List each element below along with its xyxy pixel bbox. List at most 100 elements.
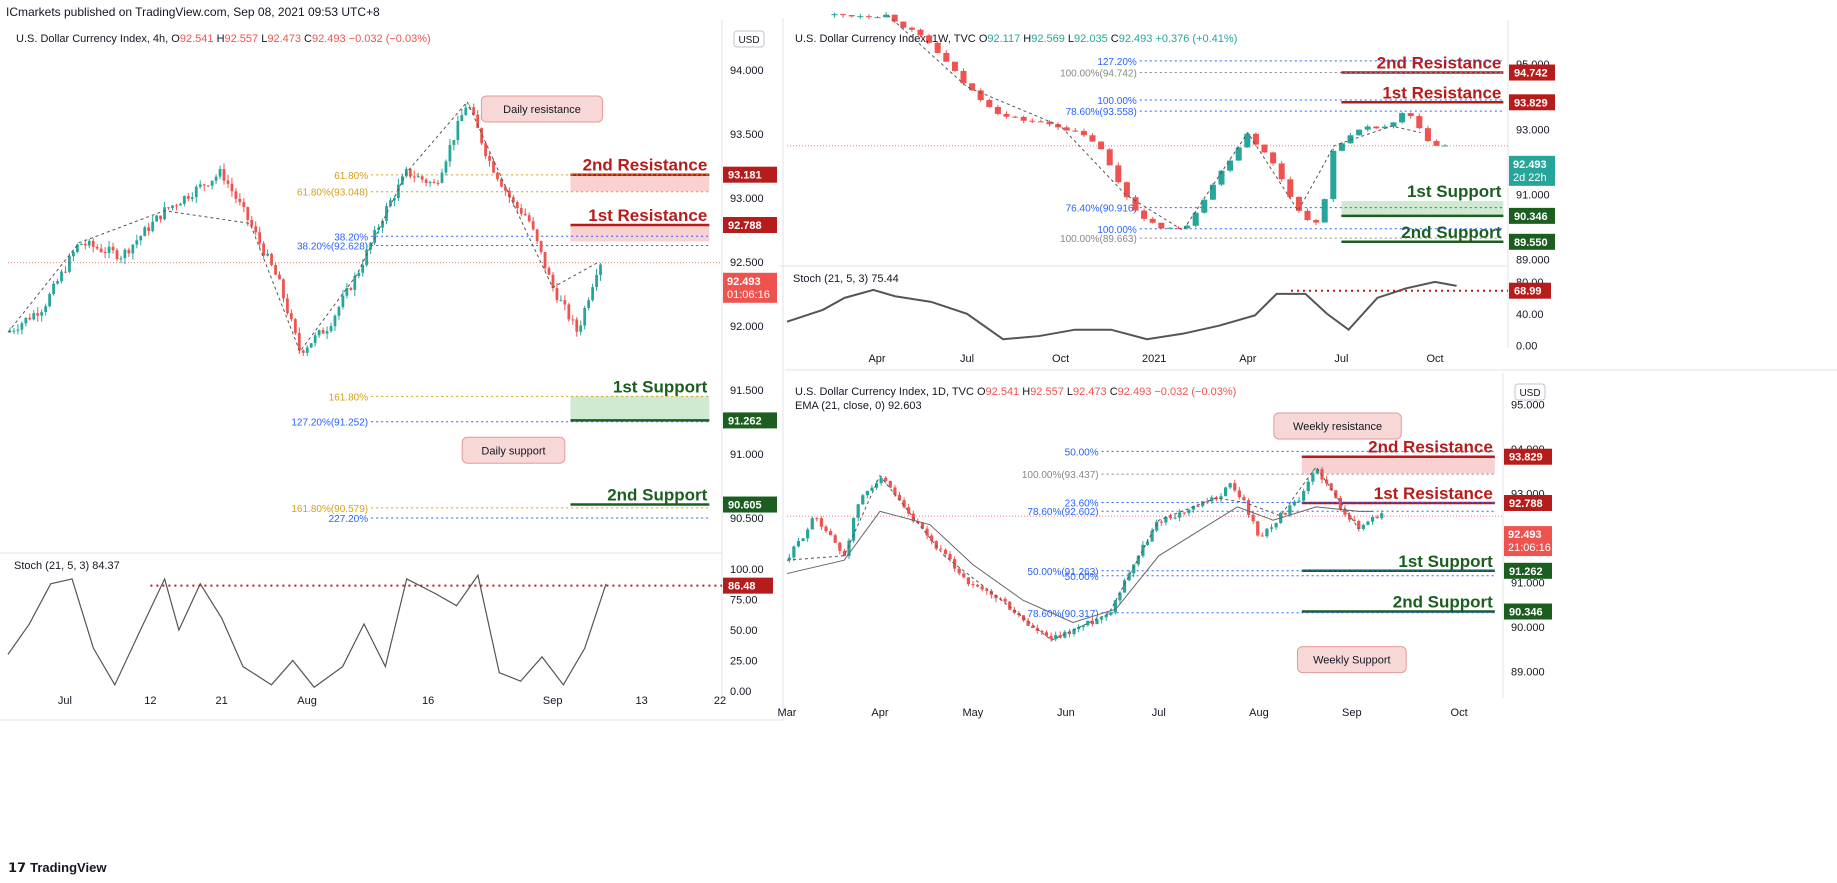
fib-label: 100.00%(89.663) <box>1060 234 1137 245</box>
candle-body <box>143 227 147 237</box>
legend-o-label: O <box>979 33 988 45</box>
candle-body <box>908 27 915 30</box>
level-name-label: 1st Support <box>1407 182 1502 201</box>
candle-body <box>1237 490 1241 498</box>
stoch-y-tick: 40.00 <box>1516 309 1544 321</box>
candle-body <box>428 182 432 184</box>
candle-body <box>824 526 828 532</box>
candle-body <box>357 272 361 277</box>
legend-c-label: C <box>304 33 312 45</box>
last-price-label: 92.493 <box>1508 529 1542 541</box>
level-price-label: 90.605 <box>728 500 762 512</box>
ema-legend-value: 92.603 <box>888 400 922 412</box>
candle-body <box>408 168 412 177</box>
level-name-label: 2nd Resistance <box>1377 54 1502 73</box>
level-price-tag <box>1509 233 1555 250</box>
tradingview-logo[interactable]: 𝟭𝟳 TradingView <box>8 860 106 876</box>
candle-body <box>1306 481 1310 492</box>
candle-body <box>1228 483 1232 488</box>
candle-body <box>1381 126 1388 129</box>
stoch-level-label: 86.48 <box>728 581 756 593</box>
countdown-label: 01:06:16 <box>727 289 770 301</box>
candle-body <box>840 14 847 16</box>
candle-body <box>1338 498 1343 510</box>
candle-body <box>389 200 392 207</box>
candle-body <box>56 281 59 284</box>
x-tick-label: 21 <box>215 695 227 707</box>
level-price-label: 91.262 <box>728 415 762 427</box>
legend-l-value: 92.035 <box>1074 33 1111 45</box>
candle-body <box>1227 160 1234 171</box>
callout-text: Daily support <box>481 445 545 457</box>
candle-body <box>1191 505 1196 510</box>
level-price-tag <box>1509 94 1555 111</box>
candle-body <box>994 106 1001 114</box>
countdown-label: 2d 22h <box>1513 172 1547 184</box>
fib-label: 38.20% <box>334 232 368 243</box>
candle-body <box>567 304 571 320</box>
candle-body <box>290 313 293 320</box>
candle-body <box>1288 505 1292 515</box>
candle-body <box>246 207 250 220</box>
legend-h-label: H <box>217 33 225 45</box>
candle-body <box>943 52 950 62</box>
level-name-label: 1st Resistance <box>588 206 707 225</box>
stoch-line <box>7 573 607 689</box>
candle-body <box>787 557 791 561</box>
level-name-label: 2nd Resistance <box>583 156 708 175</box>
legend-c-value: 92.493 <box>1118 386 1155 398</box>
candle-body <box>957 568 961 574</box>
candle-body <box>440 172 444 183</box>
candle-body <box>500 179 503 187</box>
candle-body <box>24 317 28 324</box>
candle-body <box>515 202 519 209</box>
candle-body <box>464 107 468 116</box>
x-tick-label: May <box>963 707 984 719</box>
candle-body <box>1407 113 1414 117</box>
candle-body <box>147 227 151 232</box>
x-tick-label: Mar <box>778 707 797 719</box>
charts-canvas: 94.000 93.500 93.000 92.500 92.000 91.500 91.0… <box>0 11 1837 721</box>
candle-body <box>111 246 115 251</box>
candle-body <box>1364 126 1371 130</box>
legend-l-value: 92.473 <box>1073 386 1110 398</box>
fib-label: 100.00% <box>1097 96 1137 107</box>
chart-legend: U.S. Dollar Currency Index, 4h, O92.541 … <box>16 33 431 45</box>
legend-title: U.S. Dollar Currency Index, 1D, TVC <box>795 386 977 398</box>
fib-label: 61.80%(93.048) <box>297 188 368 199</box>
fib-label: 227.20% <box>329 514 369 525</box>
candle-body <box>163 207 166 220</box>
candle-body <box>847 540 851 557</box>
candle-body <box>262 243 266 256</box>
x-tick-label: 13 <box>636 695 648 707</box>
legend-o-label: O <box>171 33 180 45</box>
ema-legend-title: EMA (21, close, 0) <box>795 400 888 412</box>
candle-body <box>1283 512 1287 515</box>
candle-body <box>583 308 587 326</box>
callout-box <box>461 436 566 464</box>
candle-body <box>317 330 321 336</box>
candle-body <box>179 203 182 206</box>
candle-body <box>190 197 194 199</box>
candle-body <box>819 518 824 527</box>
candle-body <box>801 538 805 541</box>
level-name-label: 1st Support <box>613 377 708 396</box>
fib-label: 78.60%(92.602) <box>1027 507 1098 518</box>
candle-body <box>962 573 966 578</box>
legend-c-label: C <box>1111 33 1119 45</box>
candle-body <box>523 213 527 216</box>
candle-body <box>123 249 127 259</box>
x-tick-label: Apr <box>1239 353 1256 365</box>
x-tick-label: 2021 <box>1142 353 1166 365</box>
stoch-value: 84.37 <box>92 560 120 572</box>
chart-1w: 95.00093.00091.00089.000AprJulOct2021Apr… <box>779 11 1555 365</box>
y-tick-label: 90.500 <box>730 513 764 525</box>
level-price-tag <box>1504 562 1552 579</box>
candle-body <box>127 249 131 254</box>
footer: 𝟭𝟳 TradingView <box>0 850 1837 883</box>
currency-badge <box>1514 383 1546 401</box>
candle-body <box>8 330 12 333</box>
stoch-y-tick: 0.00 <box>730 686 751 698</box>
level-name-label: 1st Support <box>1398 552 1493 571</box>
candle-body <box>587 300 591 309</box>
